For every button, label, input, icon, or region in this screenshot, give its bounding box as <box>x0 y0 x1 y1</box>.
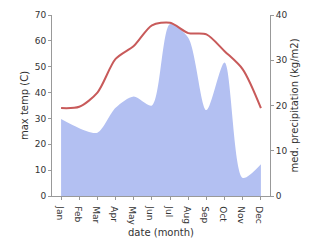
svg-text:date (month): date (month) <box>128 227 194 238</box>
svg-text:0: 0 <box>40 191 46 201</box>
svg-text:40: 40 <box>276 10 288 20</box>
svg-text:10: 10 <box>35 165 47 175</box>
svg-text:60: 60 <box>35 36 47 46</box>
svg-text:max temp (C): max temp (C) <box>19 71 30 140</box>
svg-text:50: 50 <box>35 62 47 72</box>
svg-text:Feb: Feb <box>73 206 83 222</box>
svg-text:Oct: Oct <box>218 206 228 222</box>
svg-text:20: 20 <box>276 101 288 111</box>
svg-text:Dec: Dec <box>254 206 264 223</box>
svg-text:10: 10 <box>276 146 288 156</box>
svg-text:Jan: Jan <box>55 205 65 220</box>
svg-text:40: 40 <box>35 88 47 98</box>
svg-text:Mar: Mar <box>91 206 101 223</box>
svg-text:Aug: Aug <box>182 206 192 224</box>
svg-text:0: 0 <box>276 191 282 201</box>
svg-text:Jul: Jul <box>164 205 174 217</box>
svg-text:med. precipitation (kg/m2): med. precipitation (kg/m2) <box>289 38 300 172</box>
svg-text:Nov: Nov <box>236 206 246 224</box>
svg-text:30: 30 <box>35 114 47 124</box>
svg-text:May: May <box>127 206 137 225</box>
svg-text:30: 30 <box>276 55 288 65</box>
svg-text:20: 20 <box>35 139 47 149</box>
svg-text:70: 70 <box>35 10 47 20</box>
svg-text:Sep: Sep <box>200 206 210 223</box>
svg-text:Jun: Jun <box>145 205 155 220</box>
svg-text:Apr: Apr <box>109 206 119 222</box>
